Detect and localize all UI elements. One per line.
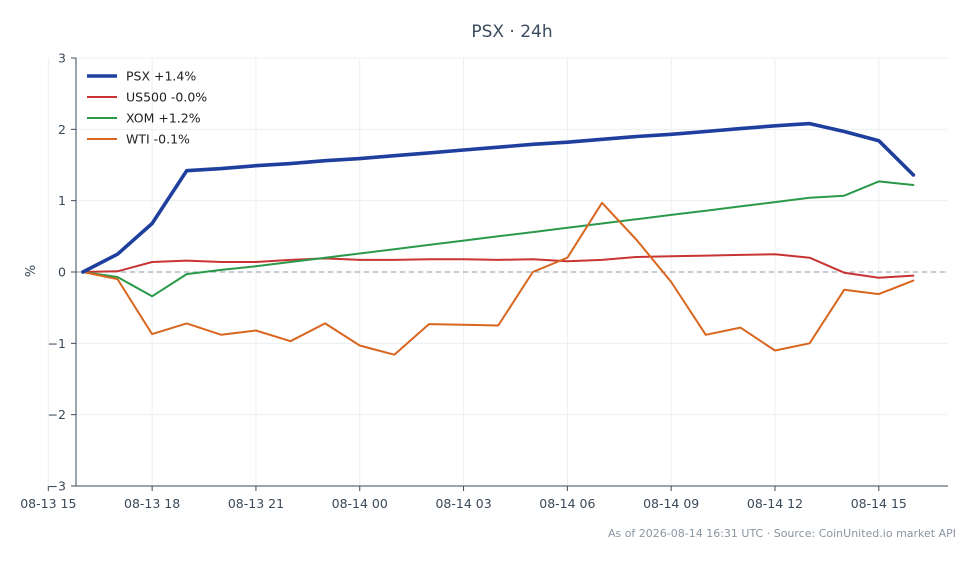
y-tick-label: 2 <box>58 122 66 137</box>
legend: PSX +1.4% US500 -0.0% XOM +1.2% WTI -0.1% <box>87 69 207 147</box>
x-tick-label: 08-13 15 <box>20 496 76 511</box>
x-tick-label: 08-13 18 <box>124 496 180 511</box>
y-tick-label: 1 <box>58 193 66 208</box>
series-line-3 <box>81 201 915 356</box>
x-tick-label: 08-13 21 <box>228 496 284 511</box>
y-tick-label: −3 <box>48 479 66 494</box>
y-tick-label: −2 <box>48 407 66 422</box>
series-line-0 <box>81 121 916 274</box>
legend-label-3: WTI -0.1% <box>126 132 190 147</box>
x-tick-label: 08-14 15 <box>851 496 907 511</box>
y-tick-label: −1 <box>48 336 66 351</box>
y-axis-ticks: 3 2 1 0 −1 −2 −3 <box>48 51 76 494</box>
series-lines <box>81 121 916 356</box>
legend-label-2: XOM +1.2% <box>126 111 201 126</box>
y-tick-label: 3 <box>58 51 66 66</box>
y-tick-label: 0 <box>58 265 66 280</box>
series-line-2 <box>81 180 915 298</box>
legend-label-1: US500 -0.0% <box>126 90 207 105</box>
x-tick-label: 08-14 03 <box>435 496 491 511</box>
y-axis-label: % <box>24 265 39 277</box>
x-tick-label: 08-14 00 <box>332 496 388 511</box>
series-line-1 <box>81 253 915 279</box>
x-tick-label: 08-14 12 <box>747 496 803 511</box>
source-footer: As of 2026-08-14 16:31 UTC · Source: Coi… <box>608 527 956 540</box>
legend-label-0: PSX +1.4% <box>126 69 196 84</box>
x-axis-ticks: 08-13 15 08-13 18 08-13 21 08-14 00 08-14 03… <box>20 486 907 511</box>
x-tick-label: 08-14 06 <box>539 496 595 511</box>
chart-title: PSX · 24h <box>471 22 552 42</box>
x-tick-label: 08-14 09 <box>643 496 699 511</box>
